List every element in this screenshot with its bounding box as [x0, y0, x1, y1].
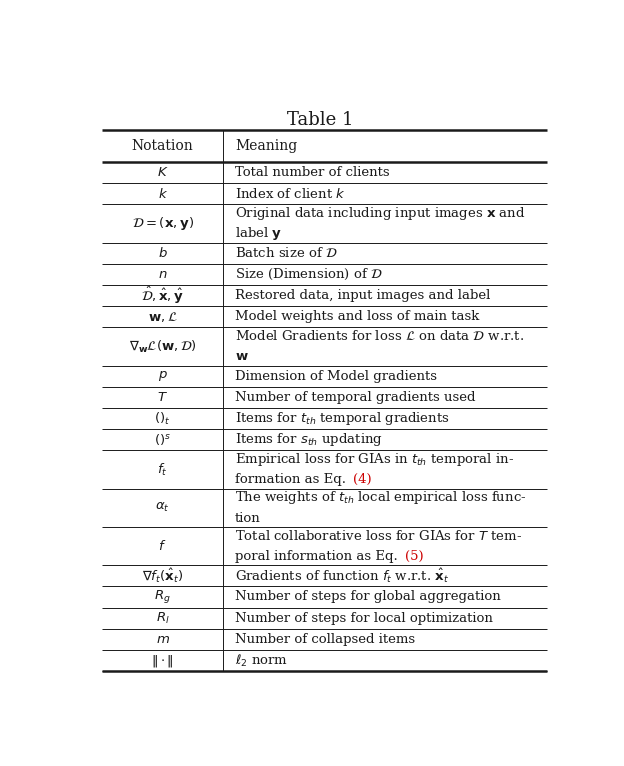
Text: Items for $t_{th}$ temporal gradients: Items for $t_{th}$ temporal gradients [235, 410, 450, 427]
Text: Notation: Notation [132, 139, 193, 153]
Text: $k$: $k$ [158, 187, 168, 201]
Text: Total number of clients: Total number of clients [235, 166, 390, 179]
Text: Model Gradients for loss $\mathcal{L}$ on data $\mathcal{D}$ w.r.t.: Model Gradients for loss $\mathcal{L}$ o… [235, 329, 524, 343]
Text: $\nabla f_t(\hat{\mathbf{x}}_t)$: $\nabla f_t(\hat{\mathbf{x}}_t)$ [142, 567, 183, 585]
Text: Items for $s_{th}$ updating: Items for $s_{th}$ updating [235, 431, 383, 448]
Text: $f$: $f$ [158, 539, 167, 553]
Text: (4): (4) [353, 473, 372, 486]
Text: label $\mathbf{y}$: label $\mathbf{y}$ [235, 225, 283, 242]
Text: Total collaborative loss for GIAs for $T$ tem-: Total collaborative loss for GIAs for $T… [235, 529, 522, 543]
Text: $R_g$: $R_g$ [154, 588, 171, 605]
Text: Gradients of function $f_t$ w.r.t. $\hat{\mathbf{x}}_t$: Gradients of function $f_t$ w.r.t. $\hat… [235, 567, 449, 585]
Text: $\hat{\mathcal{D}}, \hat{\mathbf{x}}, \hat{\mathbf{y}}$: $\hat{\mathcal{D}}, \hat{\mathbf{x}}, \h… [141, 285, 184, 306]
Text: Table 1: Table 1 [286, 111, 353, 129]
Text: poral information as Eq.: poral information as Eq. [235, 550, 402, 563]
Text: $()^s$: $()^s$ [154, 432, 171, 447]
Text: $\ell_2$ norm: $\ell_2$ norm [235, 653, 288, 669]
Text: $n$: $n$ [158, 268, 167, 281]
Text: The weights of $t_{th}$ local empirical loss func-: The weights of $t_{th}$ local empirical … [235, 489, 527, 506]
Text: Size (Dimension) of $\mathcal{D}$: Size (Dimension) of $\mathcal{D}$ [235, 267, 383, 282]
Text: Restored data, input images and label: Restored data, input images and label [235, 289, 490, 302]
Text: $T$: $T$ [157, 391, 168, 404]
Text: $f_t$: $f_t$ [157, 461, 168, 477]
Text: $b$: $b$ [158, 246, 167, 260]
Text: Model weights and loss of main task: Model weights and loss of main task [235, 310, 480, 323]
Text: $()_t$: $()_t$ [155, 411, 171, 427]
Text: $m$: $m$ [155, 633, 170, 646]
Text: $\mathcal{D} = (\mathbf{x}, \mathbf{y})$: $\mathcal{D} = (\mathbf{x}, \mathbf{y})$ [132, 215, 193, 232]
Text: $K$: $K$ [157, 166, 168, 179]
Text: $\|\cdot\|$: $\|\cdot\|$ [151, 653, 174, 669]
Text: Batch size of $\mathcal{D}$: Batch size of $\mathcal{D}$ [235, 246, 338, 260]
Text: $p$: $p$ [158, 369, 168, 383]
Text: Number of temporal gradients used: Number of temporal gradients used [235, 391, 475, 404]
Text: Index of client $k$: Index of client $k$ [235, 187, 346, 201]
Text: Number of steps for local optimization: Number of steps for local optimization [235, 612, 493, 624]
Text: $R_l$: $R_l$ [156, 611, 170, 626]
Text: (5): (5) [405, 550, 424, 563]
Text: tion: tion [235, 512, 261, 525]
Text: Empirical loss for GIAs in $t_{th}$ temporal in-: Empirical loss for GIAs in $t_{th}$ temp… [235, 450, 514, 468]
Text: $\mathbf{w}$: $\mathbf{w}$ [235, 350, 249, 363]
Text: Number of collapsed items: Number of collapsed items [235, 633, 416, 646]
Text: Original data including input images $\mathbf{x}$ and: Original data including input images $\m… [235, 205, 525, 221]
Text: $\mathbf{w}, \mathcal{L}$: $\mathbf{w}, \mathcal{L}$ [148, 309, 177, 324]
Text: formation as Eq.: formation as Eq. [235, 473, 351, 486]
Text: Number of steps for global aggregation: Number of steps for global aggregation [235, 591, 501, 604]
Text: Meaning: Meaning [235, 139, 298, 153]
Text: $\alpha_t$: $\alpha_t$ [155, 501, 170, 514]
Text: Dimension of Model gradients: Dimension of Model gradients [235, 370, 437, 383]
Text: $\nabla_{\mathbf{w}}\mathcal{L}(\mathbf{w}, \mathcal{D})$: $\nabla_{\mathbf{w}}\mathcal{L}(\mathbf{… [129, 339, 197, 355]
